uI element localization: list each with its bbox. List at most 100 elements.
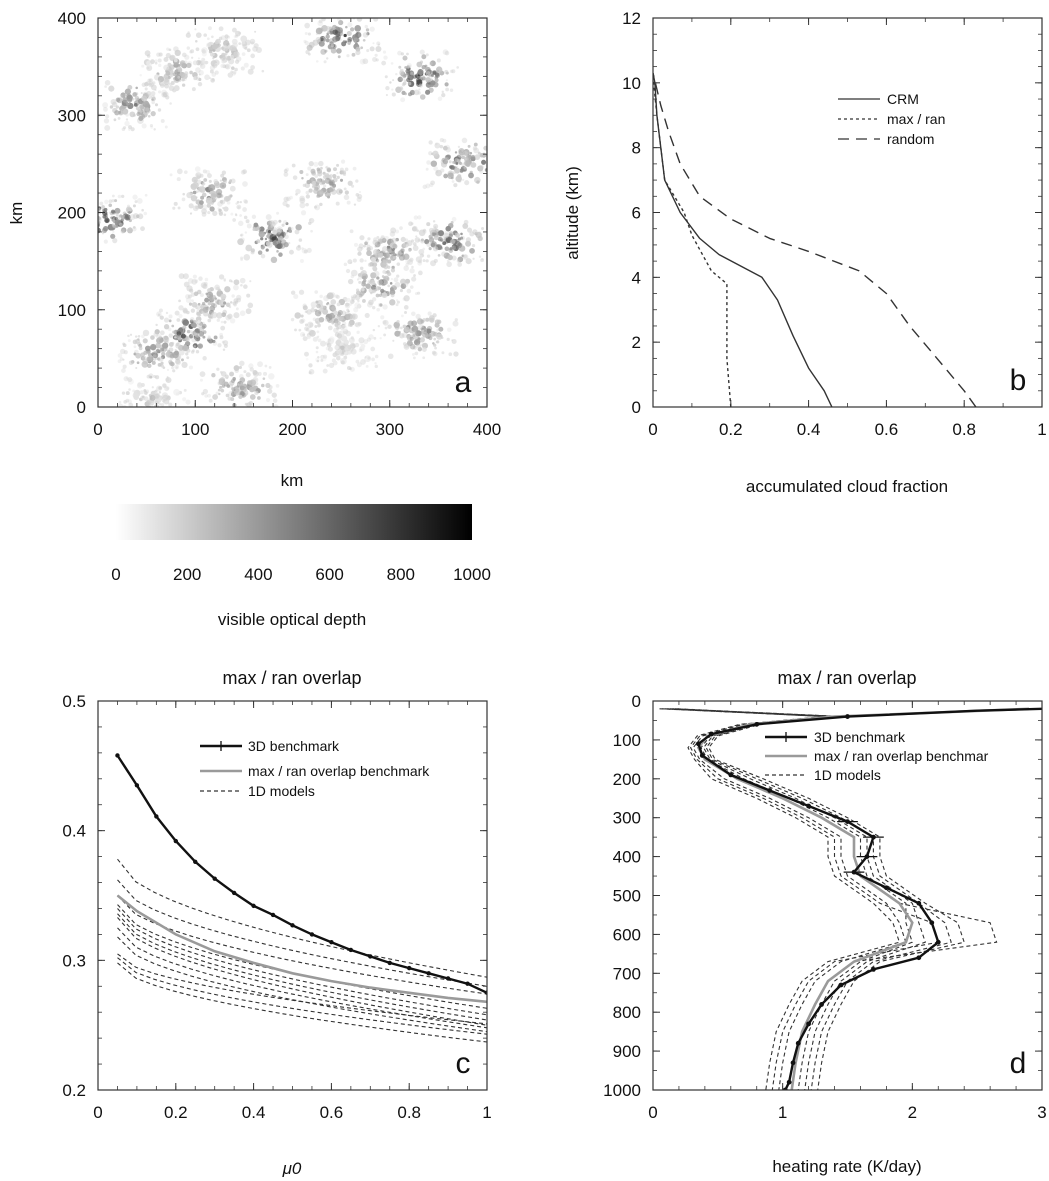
- cloud-haze: [462, 165, 466, 169]
- cloud-haze: [301, 247, 308, 254]
- cloud-pixel: [336, 175, 340, 179]
- cloud-haze: [343, 194, 350, 201]
- cloud-haze: [305, 190, 310, 195]
- cloud-haze: [434, 142, 438, 146]
- cloud-pixel: [305, 327, 310, 332]
- cloud-haze: [202, 356, 207, 361]
- cloud-haze: [183, 388, 187, 392]
- cloud-haze: [136, 198, 143, 204]
- cloud-haze: [374, 364, 378, 369]
- cloud-haze: [122, 364, 127, 369]
- cloud-pixel: [498, 161, 501, 164]
- cloud-pixel: [88, 206, 91, 209]
- cloud-pixel: [221, 59, 226, 64]
- cloud-haze: [210, 287, 214, 292]
- cloud-haze: [215, 41, 219, 45]
- cloud-pixel: [135, 352, 142, 359]
- cloud-haze: [358, 243, 364, 249]
- cloud-haze: [149, 123, 154, 128]
- cloud-pixel: [213, 178, 219, 184]
- cloud-haze: [433, 223, 439, 229]
- cloud-haze: [220, 320, 224, 324]
- cloud-haze: [235, 307, 239, 311]
- cloud-haze: [393, 277, 399, 283]
- cloud-pixel: [209, 187, 213, 192]
- cloud-pixel: [229, 179, 233, 183]
- cloud-haze: [314, 204, 321, 211]
- cloud-haze: [315, 60, 319, 63]
- cloud-haze: [137, 213, 144, 220]
- cloud-haze: [372, 328, 376, 332]
- cloud-haze: [310, 307, 316, 313]
- cloud-haze: [299, 331, 306, 338]
- cloud-haze: [428, 317, 433, 323]
- cloud-pixel: [180, 333, 186, 339]
- cloud-haze: [488, 159, 493, 164]
- cloud-pixel: [168, 48, 172, 52]
- x-tick-label: 0: [648, 1103, 657, 1122]
- cloud-pixel: [240, 66, 245, 71]
- cloud-pixel: [425, 317, 430, 322]
- cloud-pixel: [234, 389, 241, 396]
- cloud-pixel: [308, 188, 313, 193]
- cloud-haze: [306, 247, 312, 253]
- cloud-pixel: [477, 235, 483, 242]
- cloud-haze: [176, 334, 181, 340]
- cloud-haze: [132, 226, 137, 232]
- cloud-haze: [339, 167, 344, 172]
- cloud-haze: [148, 78, 153, 83]
- cloud-pixel: [409, 343, 416, 350]
- cloud-haze: [441, 336, 444, 340]
- cloud-pixel: [195, 40, 198, 43]
- cloud-pixel: [114, 199, 118, 203]
- cloud-pixel: [221, 44, 229, 52]
- cloud-haze: [455, 165, 459, 170]
- cloud-haze: [176, 168, 183, 175]
- cloud-haze: [447, 327, 452, 332]
- cloud-pixel: [442, 159, 448, 165]
- cloud-haze: [356, 196, 362, 202]
- cloud-pixel: [407, 320, 414, 327]
- cloud-haze: [207, 294, 210, 297]
- panel-c-letter: c: [456, 1047, 471, 1080]
- cloud-haze: [222, 47, 227, 52]
- cloud-haze: [178, 349, 185, 356]
- cloud-haze: [185, 399, 191, 405]
- series-1d-model: [117, 858, 487, 978]
- cloud-pixel: [264, 237, 268, 241]
- cloud-haze: [302, 303, 307, 308]
- cloud-haze: [202, 321, 205, 325]
- cloud-haze: [153, 411, 158, 416]
- cloud-haze: [173, 201, 178, 206]
- cloud-haze: [73, 194, 79, 200]
- cloud-haze: [317, 180, 320, 183]
- cloud-haze: [190, 350, 195, 354]
- cloud-pixel: [249, 379, 257, 386]
- cloud-haze: [241, 52, 246, 56]
- cloud-haze: [169, 102, 172, 105]
- cloud-haze: [174, 348, 177, 352]
- cloud-pixel: [237, 409, 243, 415]
- data-point-3d: [290, 923, 295, 928]
- cloud-haze: [357, 322, 362, 326]
- cloud-haze: [283, 220, 288, 225]
- cloud-haze: [219, 332, 224, 337]
- cloud-haze: [394, 229, 400, 234]
- cloud-haze: [146, 374, 151, 379]
- cloud-pixel: [232, 46, 238, 52]
- cloud-pixel: [379, 303, 383, 307]
- cloud-haze: [457, 152, 463, 158]
- cloud-haze: [352, 166, 357, 171]
- cloud-haze: [411, 334, 415, 338]
- cloud-haze: [304, 310, 307, 314]
- x-tick-label: 0.2: [164, 1103, 188, 1122]
- cloud-haze: [197, 81, 203, 87]
- cloud-haze: [357, 31, 361, 34]
- cloud-haze: [233, 298, 239, 304]
- cloud-pixel: [483, 145, 487, 151]
- cloud-haze: [185, 32, 191, 38]
- cloud-haze: [243, 284, 248, 289]
- cloud-haze: [276, 240, 281, 245]
- cloud-pixel: [347, 36, 353, 43]
